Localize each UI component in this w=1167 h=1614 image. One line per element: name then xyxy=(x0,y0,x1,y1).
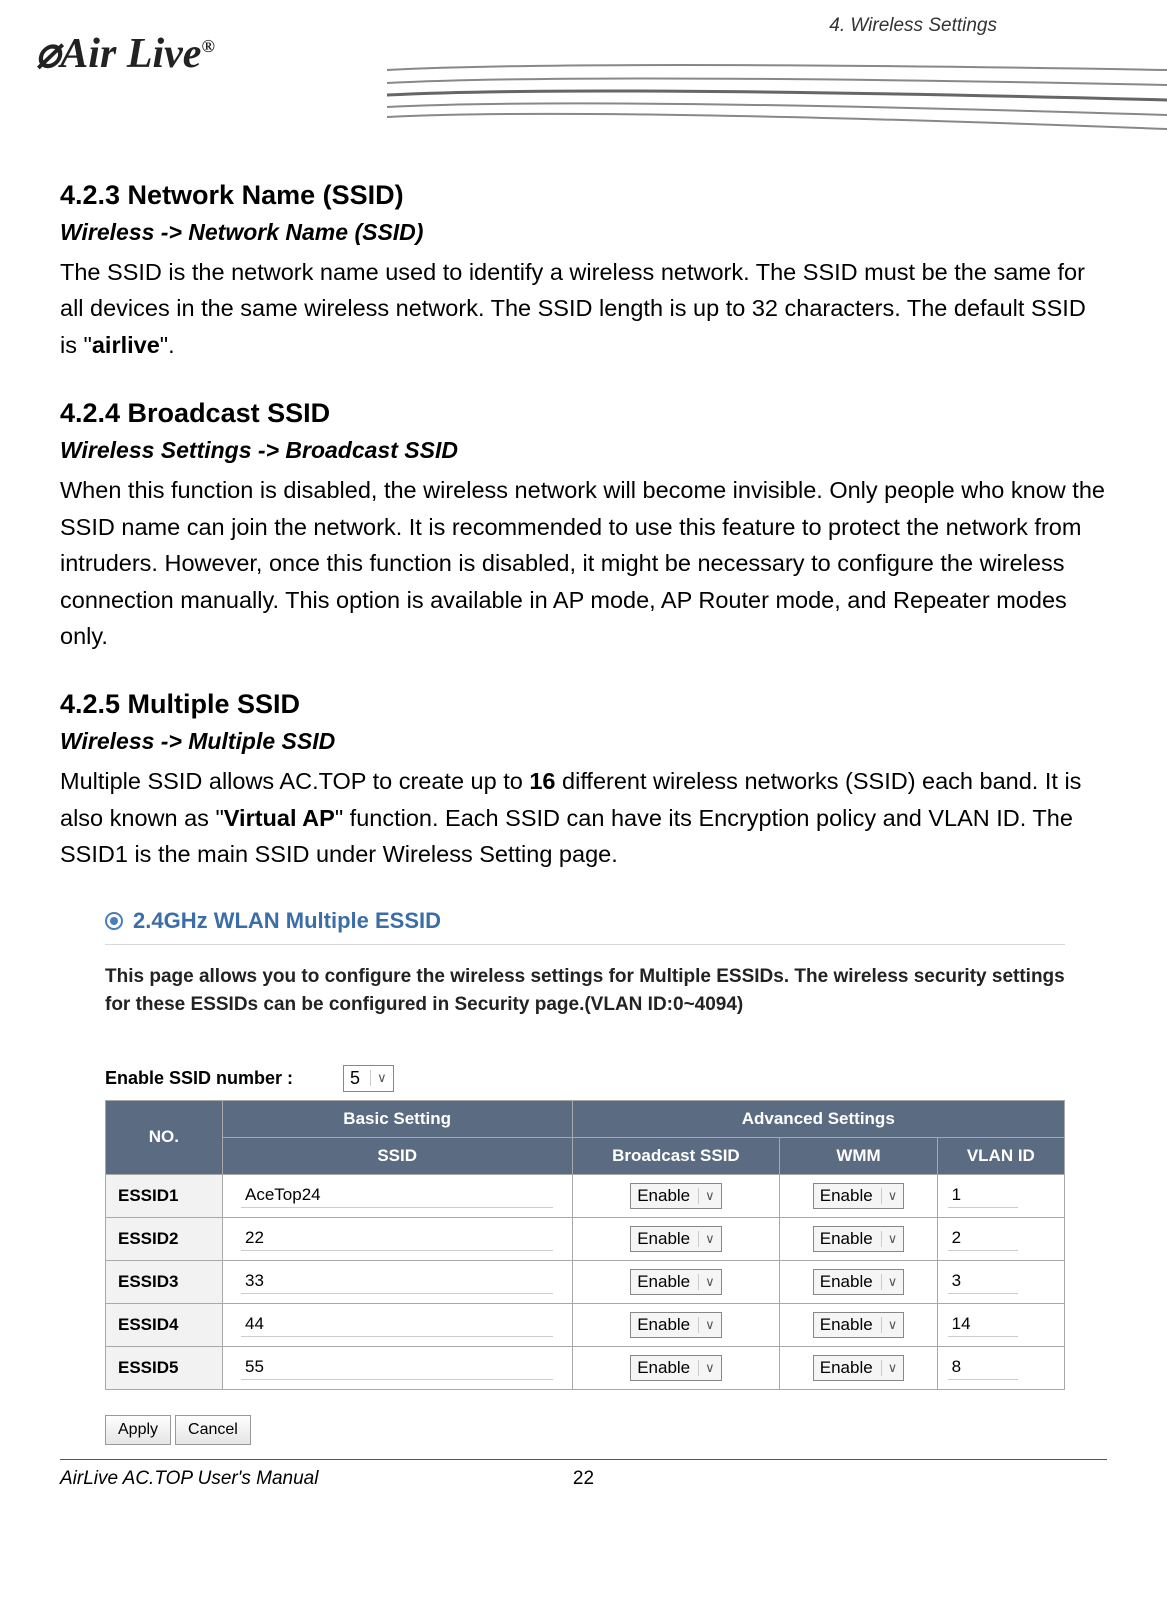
th-advanced: Advanced Settings xyxy=(572,1100,1064,1137)
ssid-input[interactable] xyxy=(241,1312,553,1337)
footer-manual-name: AirLive AC.TOP User's Manual xyxy=(60,1468,318,1490)
wmm-select[interactable]: Enable∨ xyxy=(813,1183,904,1209)
th-basic: Basic Setting xyxy=(222,1100,572,1137)
table-row: ESSID4 Enable∨ Enable∨ xyxy=(106,1303,1065,1346)
footer-divider xyxy=(60,1459,1107,1460)
table-row: ESSID1 Enable∨ Enable∨ xyxy=(106,1174,1065,1217)
row-label: ESSID4 xyxy=(106,1303,223,1346)
enable-ssid-select[interactable]: 5 ∨ xyxy=(343,1065,394,1092)
chevron-down-icon: ∨ xyxy=(698,1360,715,1376)
broadcast-select[interactable]: Enable∨ xyxy=(630,1312,721,1338)
radio-icon[interactable] xyxy=(105,912,123,930)
th-vlan: VLAN ID xyxy=(937,1137,1064,1174)
enable-ssid-label: Enable SSID number : xyxy=(105,1068,293,1089)
body-424: When this function is disabled, the wire… xyxy=(60,472,1107,654)
row-label: ESSID2 xyxy=(106,1217,223,1260)
decorative-lines xyxy=(387,55,1167,135)
th-ssid: SSID xyxy=(222,1137,572,1174)
section-heading-425: 4.2.5 Multiple SSID xyxy=(60,689,1107,720)
cancel-button[interactable]: Cancel xyxy=(175,1415,251,1445)
chapter-label: 4. Wireless Settings xyxy=(829,15,997,37)
airlive-logo: ⌀Air Live® xyxy=(35,28,215,78)
broadcast-select[interactable]: Enable∨ xyxy=(630,1355,721,1381)
row-label: ESSID1 xyxy=(106,1174,223,1217)
table-row: ESSID3 Enable∨ Enable∨ xyxy=(106,1260,1065,1303)
panel-description: This page allows you to configure the wi… xyxy=(105,963,1065,1020)
breadcrumb-423: Wireless -> Network Name (SSID) xyxy=(60,219,1107,246)
apply-button[interactable]: Apply xyxy=(105,1415,171,1445)
body-423: The SSID is the network name used to ide… xyxy=(60,254,1107,363)
broadcast-select[interactable]: Enable∨ xyxy=(630,1226,721,1252)
table-row: ESSID5 Enable∨ Enable∨ xyxy=(106,1346,1065,1389)
multiple-essid-panel: 2.4GHz WLAN Multiple ESSID This page all… xyxy=(105,908,1065,1445)
chevron-down-icon: ∨ xyxy=(881,1360,898,1376)
section-heading-424: 4.2.4 Broadcast SSID xyxy=(60,398,1107,429)
chevron-down-icon: ∨ xyxy=(698,1188,715,1204)
chevron-down-icon: ∨ xyxy=(698,1231,715,1247)
essid-table: NO. Basic Setting Advanced Settings SSID… xyxy=(105,1100,1065,1390)
ssid-input[interactable] xyxy=(241,1183,553,1208)
wmm-select[interactable]: Enable∨ xyxy=(813,1355,904,1381)
th-broadcast: Broadcast SSID xyxy=(572,1137,780,1174)
chevron-down-icon: ∨ xyxy=(370,1070,387,1086)
wmm-select[interactable]: Enable∨ xyxy=(813,1269,904,1295)
chevron-down-icon: ∨ xyxy=(881,1231,898,1247)
chevron-down-icon: ∨ xyxy=(881,1317,898,1333)
chevron-down-icon: ∨ xyxy=(881,1188,898,1204)
panel-title: 2.4GHz WLAN Multiple ESSID xyxy=(133,908,441,934)
chevron-down-icon: ∨ xyxy=(698,1274,715,1290)
wmm-select[interactable]: Enable∨ xyxy=(813,1226,904,1252)
table-row: ESSID2 Enable∨ Enable∨ xyxy=(106,1217,1065,1260)
ssid-input[interactable] xyxy=(241,1269,553,1294)
chevron-down-icon: ∨ xyxy=(881,1274,898,1290)
vlan-input[interactable] xyxy=(948,1312,1018,1337)
chevron-down-icon: ∨ xyxy=(698,1317,715,1333)
vlan-input[interactable] xyxy=(948,1226,1018,1251)
vlan-input[interactable] xyxy=(948,1183,1018,1208)
wmm-select[interactable]: Enable∨ xyxy=(813,1312,904,1338)
broadcast-select[interactable]: Enable∨ xyxy=(630,1183,721,1209)
breadcrumb-424: Wireless Settings -> Broadcast SSID xyxy=(60,437,1107,464)
row-label: ESSID5 xyxy=(106,1346,223,1389)
breadcrumb-425: Wireless -> Multiple SSID xyxy=(60,728,1107,755)
section-heading-423: 4.2.3 Network Name (SSID) xyxy=(60,180,1107,211)
page-number: 22 xyxy=(573,1468,594,1490)
broadcast-select[interactable]: Enable∨ xyxy=(630,1269,721,1295)
body-425: Multiple SSID allows AC.TOP to create up… xyxy=(60,763,1107,872)
ssid-input[interactable] xyxy=(241,1226,553,1251)
row-label: ESSID3 xyxy=(106,1260,223,1303)
vlan-input[interactable] xyxy=(948,1269,1018,1294)
th-no: NO. xyxy=(106,1100,223,1174)
ssid-input[interactable] xyxy=(241,1355,553,1380)
th-wmm: WMM xyxy=(780,1137,937,1174)
page-header: 4. Wireless Settings ⌀Air Live® xyxy=(50,10,1117,140)
enable-ssid-row: Enable SSID number : 5 ∨ xyxy=(105,1065,1065,1092)
vlan-input[interactable] xyxy=(948,1355,1018,1380)
